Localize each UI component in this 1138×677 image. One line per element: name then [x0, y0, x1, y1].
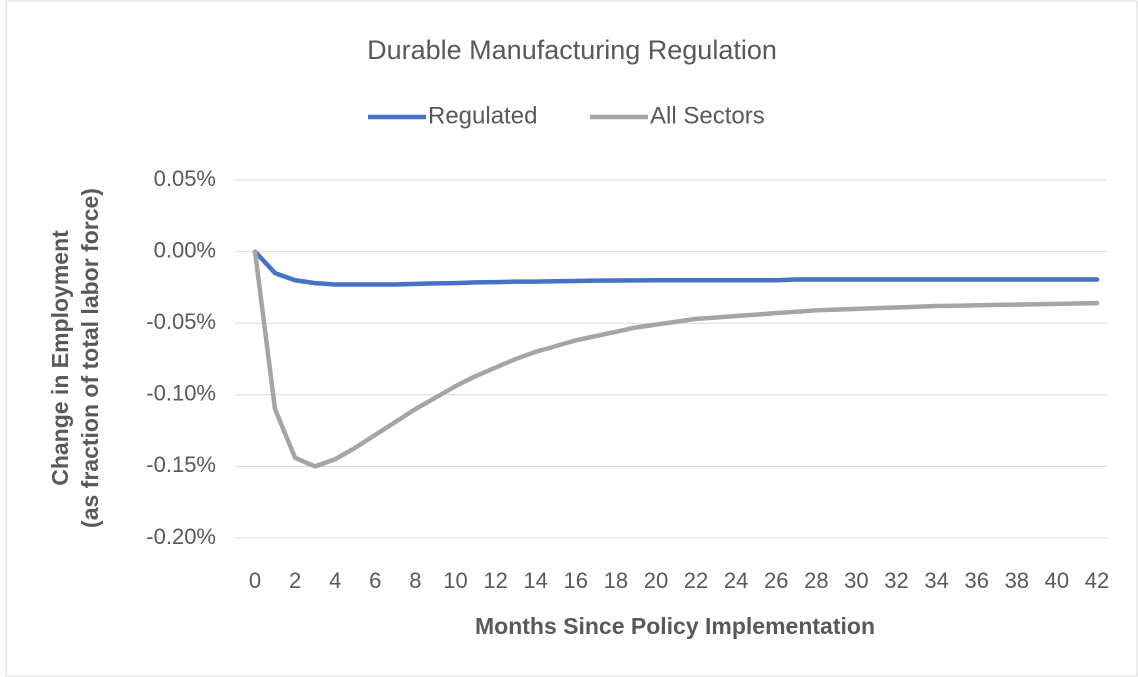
- x-tick-label: 38: [1005, 568, 1029, 593]
- y-axis-label-line: Change in Employment: [47, 230, 73, 486]
- x-tick-label: 40: [1045, 568, 1069, 593]
- y-tick-label: -0.10%: [146, 381, 216, 406]
- x-tick-label: 36: [964, 568, 988, 593]
- x-tick-label: 30: [844, 568, 868, 593]
- x-tick-label: 24: [724, 568, 748, 593]
- x-tick-label: 0: [249, 568, 261, 593]
- x-tick-label: 32: [884, 568, 908, 593]
- y-axis-label-line: (as fraction of total labor force): [77, 188, 103, 528]
- y-axis-label: Change in Employment (as fraction of tot…: [47, 188, 103, 528]
- x-tick-label: 22: [684, 568, 708, 593]
- x-tick-label: 8: [409, 568, 421, 593]
- y-tick-label: -0.20%: [146, 524, 216, 549]
- series-line: [252, 249, 1100, 287]
- x-tick-label: 14: [523, 568, 547, 593]
- x-tick-label: 2: [289, 568, 301, 593]
- x-tick-label: 6: [369, 568, 381, 593]
- x-tick-label: 26: [764, 568, 788, 593]
- x-tick-label: 18: [604, 568, 628, 593]
- y-tick-label: 0.05%: [154, 166, 216, 191]
- x-tick-label: 16: [564, 568, 588, 593]
- chart-title: Durable Manufacturing Regulation: [367, 35, 777, 65]
- x-tick-label: 28: [804, 568, 828, 593]
- legend-label: Regulated: [428, 102, 537, 129]
- y-tick-label: -0.15%: [146, 452, 216, 477]
- x-tick-label: 34: [924, 568, 948, 593]
- x-axis-label: Months Since Policy Implementation: [475, 613, 875, 639]
- x-tick-label: 4: [329, 568, 341, 593]
- y-tick-label: -0.05%: [146, 309, 216, 334]
- series-line: [252, 249, 1100, 469]
- x-tick-label: 20: [644, 568, 668, 593]
- legend-label: All Sectors: [650, 102, 765, 129]
- y-tick-label: 0.00%: [154, 237, 216, 262]
- chart-border: [5, 0, 1138, 677]
- x-tick-label: 42: [1085, 568, 1109, 593]
- x-tick-label: 10: [443, 568, 467, 593]
- x-tick-label: 12: [483, 568, 507, 593]
